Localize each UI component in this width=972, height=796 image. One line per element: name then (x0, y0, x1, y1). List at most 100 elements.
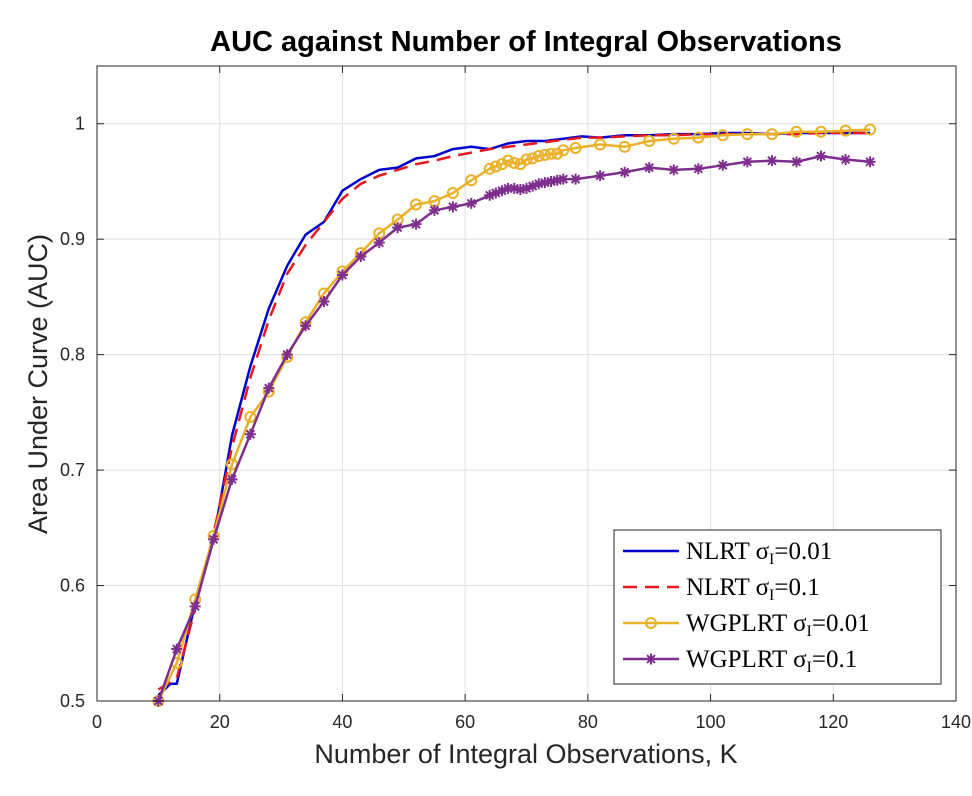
legend-entry-2: NLRT σI=0.1 (623, 574, 820, 604)
legend-label: NLRT σI=0.1 (686, 574, 820, 604)
data-point-star (226, 473, 238, 485)
data-point-star (465, 197, 477, 209)
data-point-circle (815, 125, 828, 138)
data-point-circle (446, 187, 459, 199)
legend-label-tail: =0.01 (774, 538, 832, 565)
data-point-star (447, 201, 459, 213)
data-point-circle (645, 617, 657, 629)
data-point-circle (839, 124, 852, 137)
data-point-circle (244, 410, 257, 423)
y-tick-label: 1 (75, 114, 85, 134)
y-axis-label: Area Under Curve (AUC) (23, 234, 53, 534)
data-point-circle (569, 141, 582, 154)
legend-label-main: WGPLRT σ (686, 610, 807, 637)
data-point-star (189, 600, 201, 612)
legend-label-tail: =0.01 (812, 610, 870, 637)
x-tick-label: 80 (578, 712, 598, 732)
y-tick-label: 0.5 (60, 691, 85, 711)
x-tick-label: 120 (818, 712, 848, 732)
legend-entry-4: WGPLRT σI=0.1 (623, 646, 857, 676)
data-point-star (692, 163, 704, 175)
legend-label-subscript: I (807, 623, 812, 640)
x-tick-label: 100 (696, 712, 726, 732)
y-tick-label: 0.6 (60, 576, 85, 596)
data-point-circle (716, 129, 729, 142)
data-point-circle (538, 148, 551, 161)
data-point-circle (557, 144, 570, 157)
data-point-star (171, 643, 183, 655)
legend-label-main: WGPLRT σ (686, 646, 807, 673)
data-point-star (766, 155, 778, 167)
data-point-circle (483, 162, 496, 175)
legend-label-main: NLRT σ (686, 538, 770, 565)
data-point-star (392, 222, 404, 234)
data-point-star (318, 296, 330, 308)
data-point-star (490, 187, 502, 199)
data-point-star (521, 182, 532, 194)
data-point-star (336, 269, 348, 281)
x-tick-label: 60 (455, 712, 475, 732)
data-point-circle (551, 147, 564, 160)
legend-label-subscript: I (807, 659, 812, 676)
data-point-star (208, 533, 220, 545)
series-4 (152, 150, 876, 707)
x-tick-label: 140 (941, 712, 971, 732)
data-point-star (594, 170, 606, 182)
data-point-circle (532, 150, 545, 163)
data-point-circle (508, 156, 521, 169)
data-point-circle (410, 198, 423, 211)
data-point-star (840, 154, 852, 166)
data-point-circle (502, 154, 515, 167)
data-point-star (496, 185, 508, 197)
legend-entry-3: WGPLRT σI=0.01 (623, 610, 870, 640)
data-point-star (557, 173, 569, 185)
legend-label-main: NLRT σ (686, 574, 770, 601)
data-point-star (545, 175, 557, 187)
x-tick-label: 20 (210, 712, 230, 732)
data-point-circle (765, 128, 778, 141)
chart-title: AUC against Number of Integral Observati… (210, 26, 842, 58)
legend-label-tail: =0.1 (774, 574, 819, 601)
data-point-star (508, 182, 520, 194)
data-point-star (373, 237, 385, 249)
data-point-star (643, 162, 655, 174)
data-point-circle (594, 138, 607, 151)
data-point-circle (545, 147, 558, 160)
legend-label: NLRT σI=0.01 (686, 538, 832, 568)
data-point-star (815, 150, 827, 162)
data-point-circle (618, 140, 631, 153)
data-point-circle (864, 123, 877, 136)
data-point-star (619, 166, 631, 178)
data-point-star (864, 156, 876, 168)
data-point-circle (489, 160, 502, 173)
x-tick-label: 40 (332, 712, 352, 732)
data-point-star (533, 178, 545, 190)
x-axis-label: Number of Integral Observations, K (314, 739, 737, 769)
y-tick-label: 0.7 (60, 460, 85, 480)
legend-label-subscript: I (769, 551, 774, 568)
data-point-star (551, 174, 563, 186)
data-point-circle (520, 153, 533, 166)
data-point-star (539, 177, 551, 189)
plot-border (96, 65, 957, 702)
data-point-star (355, 251, 367, 262)
data-point-star (281, 349, 293, 361)
data-point-star (527, 180, 539, 192)
data-point-star (717, 159, 729, 171)
data-point-circle (692, 131, 705, 144)
series-layer (152, 123, 877, 707)
legend-label: WGPLRT σI=0.01 (686, 610, 870, 640)
data-point-circle (465, 174, 478, 187)
x-tick-label: 0 (92, 712, 102, 732)
data-point-star (410, 218, 422, 230)
data-point-circle (741, 128, 754, 141)
legend-label-tail: =0.1 (812, 646, 857, 673)
data-point-star (514, 184, 526, 196)
axis-ticks: 0 20 40 60 80 100 120 140 0.5 0.6 0.7 0.8 0.9 1 (60, 66, 971, 732)
y-tick-label: 0.8 (60, 345, 85, 365)
legend-label-subscript: I (769, 587, 774, 604)
data-point-circle (495, 158, 508, 171)
y-tick-label: 0.9 (60, 229, 85, 249)
